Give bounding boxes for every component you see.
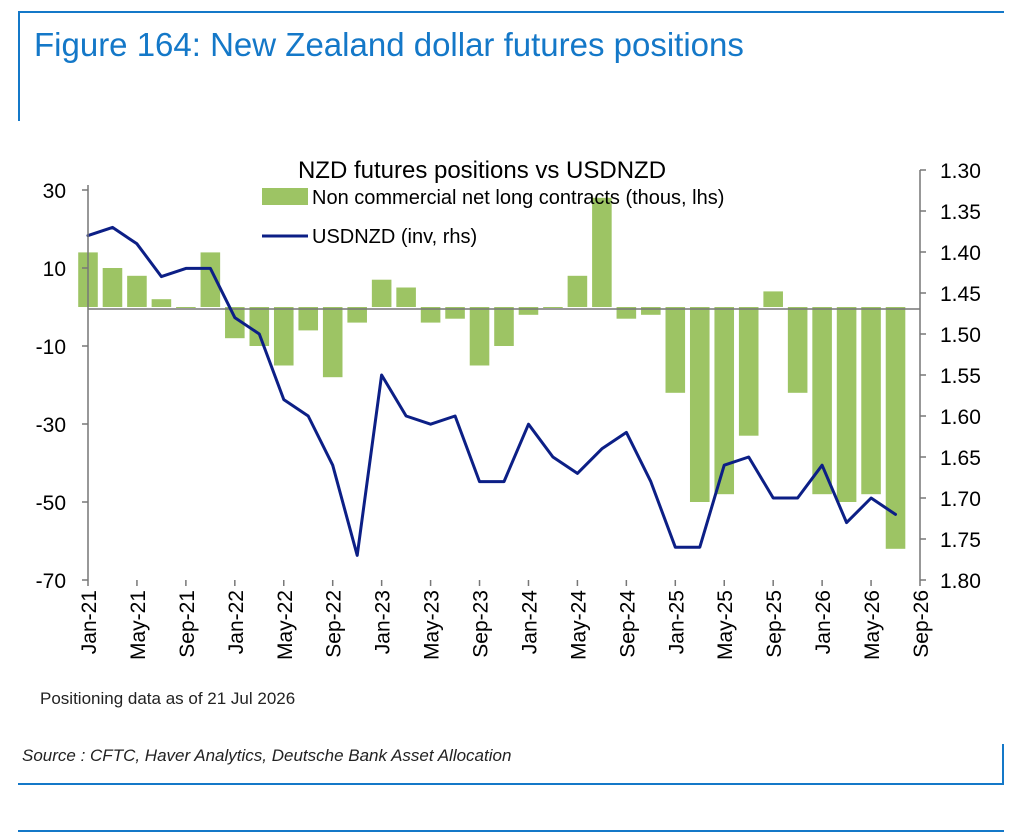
bar-mark — [249, 307, 270, 346]
bar-mark — [543, 307, 563, 308]
x-tick-label: Sep-24 — [616, 590, 639, 658]
usdnzd-line — [86, 225, 897, 557]
lower-rule — [18, 830, 1004, 832]
bar-mark — [151, 299, 172, 307]
x-tick-label: Sep-25 — [763, 590, 786, 658]
right-tick-label: 1.50 — [940, 324, 981, 347]
x-axis-ticks: Jan-21 May-21 Sep-21 Jan-22 May-22 Sep-22 Jan-… — [78, 580, 933, 660]
right-bottom-rule — [1002, 744, 1004, 784]
left-tick-label: 10 — [43, 258, 66, 281]
chart: 30 10 -10 -30 -50 -70 1.30 1.35 1.40 1.45 1.50 1.5… — [36, 157, 981, 660]
x-tick-label: Sep-23 — [470, 590, 493, 658]
right-tick-label: 1.45 — [940, 283, 981, 306]
bar-mark — [787, 307, 808, 393]
legend-bar-label: Non commercial net long contracts (thous… — [312, 187, 724, 209]
x-tick-label: Jan-24 — [518, 590, 541, 655]
legend: Non commercial net long contracts (thous… — [262, 187, 724, 248]
left-rule — [18, 11, 20, 121]
left-axis-ticks: 30 10 -10 -30 -50 -70 — [36, 180, 88, 593]
right-tick-label: 1.40 — [940, 242, 981, 265]
bar-mark — [176, 307, 196, 308]
bar-mark — [665, 307, 686, 393]
bar-mark — [225, 307, 245, 339]
bottom-rule — [18, 783, 1004, 785]
top-rule — [18, 11, 1004, 13]
left-tick-label: 30 — [43, 180, 66, 203]
x-tick-label: Sep-21 — [176, 590, 199, 658]
bar-mark — [396, 287, 416, 307]
left-tick-label: -50 — [36, 492, 66, 515]
right-tick-label: 1.65 — [940, 447, 981, 470]
x-tick-label: May-23 — [421, 590, 444, 660]
bar-mark — [127, 275, 147, 307]
x-tick-label: Sep-26 — [910, 590, 933, 658]
right-tick-label: 1.75 — [940, 529, 981, 552]
bar-mark — [102, 268, 123, 307]
right-tick-label: 1.55 — [940, 365, 981, 388]
x-tick-label: Jan-26 — [812, 590, 835, 654]
right-tick-label: 1.35 — [940, 201, 981, 224]
bar-mark — [714, 307, 735, 495]
figure-title: Figure 164: New Zealand dollar futures p… — [34, 26, 744, 63]
x-tick-label: May-25 — [714, 590, 737, 660]
bar-mark — [763, 291, 783, 307]
left-tick-label: -30 — [36, 414, 66, 437]
right-tick-label: 1.30 — [940, 160, 981, 183]
bar-mark — [518, 307, 539, 315]
left-tick-label: -10 — [36, 336, 66, 359]
x-tick-label: Jan-23 — [372, 590, 395, 654]
bar-mark — [494, 307, 514, 346]
bar-mark — [347, 307, 367, 323]
right-tick-label: 1.70 — [940, 488, 981, 511]
bar-mark — [200, 252, 221, 307]
bar-mark — [861, 307, 881, 495]
right-axis-ticks: 1.30 1.35 1.40 1.45 1.50 1.55 1.60 1.65 1.70 1.75… — [920, 160, 981, 593]
bar-mark — [885, 307, 906, 549]
bar-mark — [812, 307, 832, 495]
bar-mark — [592, 197, 612, 307]
bar-mark — [273, 307, 294, 366]
bar-mark — [445, 307, 465, 319]
bar-mark — [322, 307, 343, 378]
bar-mark — [641, 307, 661, 315]
right-tick-label: 1.60 — [940, 406, 981, 429]
bar-mark — [836, 307, 857, 502]
x-tick-label: Jan-21 — [78, 590, 101, 654]
x-tick-label: May-24 — [567, 590, 590, 660]
bar-mark — [689, 307, 710, 502]
bar-mark — [469, 307, 490, 366]
x-tick-label: May-26 — [861, 590, 884, 660]
x-tick-label: Sep-22 — [323, 590, 346, 658]
bar-mark — [420, 307, 441, 323]
right-tick-label: 1.80 — [940, 570, 981, 593]
bar-series — [78, 197, 906, 549]
bar-mark — [298, 307, 319, 331]
bar-mark — [371, 279, 392, 307]
left-tick-label: -70 — [36, 570, 66, 593]
source-note: Source : CFTC, Haver Analytics, Deutsche… — [22, 746, 512, 765]
legend-bar-swatch — [262, 188, 308, 205]
x-tick-label: May-22 — [274, 590, 297, 660]
bar-mark — [738, 307, 759, 436]
x-tick-label: Jan-22 — [225, 590, 248, 654]
legend-line-label: USDNZD (inv, rhs) — [312, 226, 477, 248]
x-tick-label: Jan-25 — [665, 590, 688, 654]
bar-mark — [616, 307, 637, 319]
bar-mark — [567, 275, 588, 307]
chart-title: NZD futures positions vs USDNZD — [298, 157, 666, 184]
positioning-note: Positioning data as of 21 Jul 2026 — [40, 689, 296, 708]
x-tick-label: May-21 — [127, 590, 150, 660]
